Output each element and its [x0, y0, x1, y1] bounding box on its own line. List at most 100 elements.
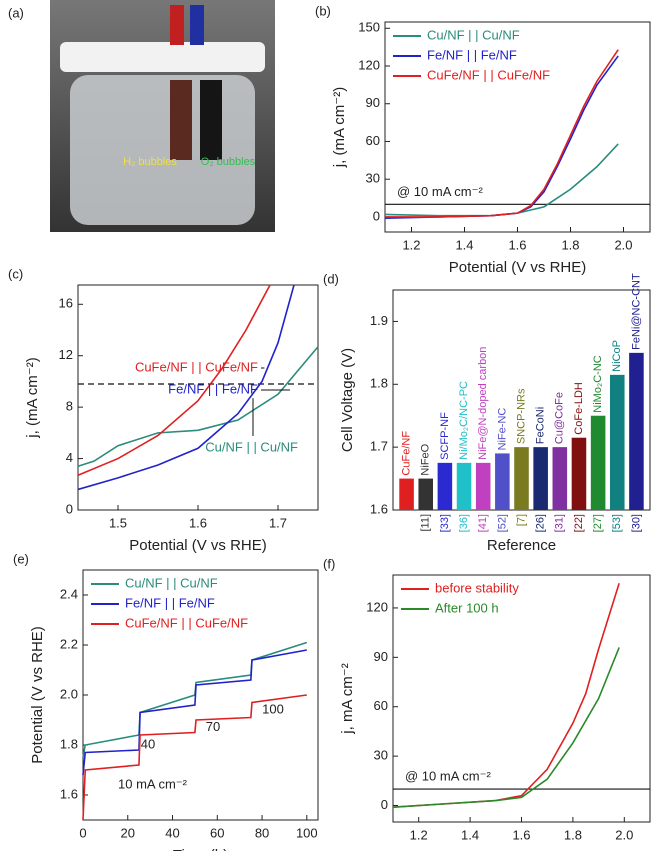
series-label: Fe/NF | | Fe/NF [168, 381, 258, 396]
x-tick-label: [36] [458, 514, 470, 532]
annotation: 10 mA cm⁻² [118, 776, 188, 791]
legend-label: After 100 h [435, 600, 499, 615]
bar [514, 447, 529, 510]
bar-name: FeCoNi [535, 407, 547, 444]
x-tick-label: [22] [573, 514, 585, 532]
series-label: Cu/NF | | Cu/NF [205, 439, 298, 454]
electrode [200, 80, 222, 160]
y-tick-label: 120 [366, 599, 388, 614]
x-axis-label: Cell voltage (V) [470, 849, 573, 851]
annotation: 70 [206, 719, 220, 734]
y-tick-label: 1.9 [370, 313, 388, 328]
y-tick-label: 120 [358, 57, 380, 72]
y-tick-label: 0 [373, 208, 380, 223]
bar [629, 352, 644, 510]
x-tick-label: 1.5 [109, 515, 127, 530]
panel-label: (c) [8, 266, 23, 281]
bar [437, 462, 453, 510]
x-axis-label: Potential (V vs RHE) [449, 259, 587, 276]
panel-label: (a) [8, 5, 24, 20]
y-tick-label: 90 [366, 95, 380, 110]
y-tick-label: 1.6 [370, 501, 388, 516]
y-tick-label: 60 [366, 133, 380, 148]
bar-name: SCFP-NF [439, 412, 451, 460]
bar [552, 447, 568, 510]
x-tick-label: 1.6 [512, 827, 530, 842]
annotation: 100 [262, 701, 284, 716]
y-axis-label: j, mA cm⁻² [339, 663, 356, 734]
bar-name: Ni/Mo₂C/NC-PC [458, 381, 470, 460]
x-tick-label: 1.6 [189, 515, 207, 530]
bar [418, 478, 434, 510]
bar [456, 462, 472, 510]
x-tick-label: 60 [210, 825, 224, 840]
x-tick-label: 1.8 [564, 827, 582, 842]
y-tick-label: 30 [366, 171, 380, 186]
x-tick-label: 1.8 [561, 237, 579, 252]
x-tick-label: 20 [121, 825, 135, 840]
y-tick-label: 1.7 [370, 439, 388, 454]
y-axis-label: j, (mA cm⁻²) [331, 87, 348, 168]
x-tick-label: [41] [477, 514, 489, 532]
series-line [384, 143, 619, 217]
x-axis-label: Reference [487, 537, 556, 554]
x-tick-label: 1.4 [461, 827, 479, 842]
x-tick-label: [33] [439, 514, 451, 532]
x-tick-label: [27] [592, 514, 604, 532]
annotation: 40 [141, 736, 155, 751]
plot-frame [392, 574, 651, 823]
x-tick-label: 80 [255, 825, 269, 840]
x-axis-label: Time (h) [173, 847, 228, 851]
bar [590, 415, 606, 510]
x-tick-label: 100 [296, 825, 318, 840]
bar-name: NiMo₂C-NC [592, 355, 604, 412]
y-axis-label: j, (mA cm⁻²) [24, 357, 41, 438]
bar [399, 478, 414, 510]
wire [190, 5, 204, 45]
bar [495, 453, 510, 510]
panel-label: (e) [13, 551, 29, 566]
x-tick-label: 1.2 [402, 237, 420, 252]
x-tick-label: [52] [496, 514, 508, 532]
y-tick-label: 0 [381, 797, 388, 812]
x-tick-label: 1.2 [410, 827, 428, 842]
y-tick-label: 1.6 [60, 786, 78, 801]
series-line [77, 284, 295, 491]
plot-frame [384, 21, 651, 233]
y-axis-label: Cell Voltage (V) [339, 348, 356, 452]
bar-name: NiFeO [420, 443, 432, 475]
y-tick-label: 1.8 [370, 376, 388, 391]
y-tick-label: 2.4 [60, 586, 78, 601]
x-tick-label: 0 [79, 825, 86, 840]
photo [50, 0, 275, 232]
y-tick-label: 0 [66, 501, 73, 516]
x-tick-label: 2.0 [615, 827, 633, 842]
legend-label: Cu/NF | | Cu/NF [125, 575, 218, 590]
y-tick-label: 2.0 [60, 686, 78, 701]
bar-name: CuFe/NF [400, 431, 412, 476]
bar-name: CoFe-LDH [573, 382, 585, 435]
y-tick-label: 60 [374, 698, 388, 713]
bar-name: FeNi@NC-CNT [630, 273, 642, 350]
x-tick-label: 40 [165, 825, 179, 840]
wire [170, 5, 184, 45]
bar-name: SNCP-NRs [515, 388, 527, 444]
y-tick-label: 2.2 [60, 636, 78, 651]
x-tick-label: [30] [630, 514, 642, 532]
legend-label: CuFe/NF | | CuFe/NF [427, 67, 550, 82]
bar [571, 437, 587, 510]
y-tick-label: 4 [66, 450, 73, 465]
bar [533, 447, 548, 510]
x-tick-label: [31] [554, 514, 566, 532]
y-tick-label: 90 [374, 649, 388, 664]
y-tick-label: 16 [59, 296, 73, 311]
x-axis-label: Potential (V vs RHE) [129, 537, 267, 554]
legend-label: CuFe/NF | | CuFe/NF [125, 615, 248, 630]
series-label: CuFe/NF | | CuFe/NF [135, 359, 258, 374]
panel-label: (f) [323, 556, 335, 571]
legend-label: before stability [435, 580, 519, 595]
plot-frame [77, 284, 319, 511]
lid [60, 42, 265, 72]
annotation: O₂ bubbles [201, 156, 256, 168]
